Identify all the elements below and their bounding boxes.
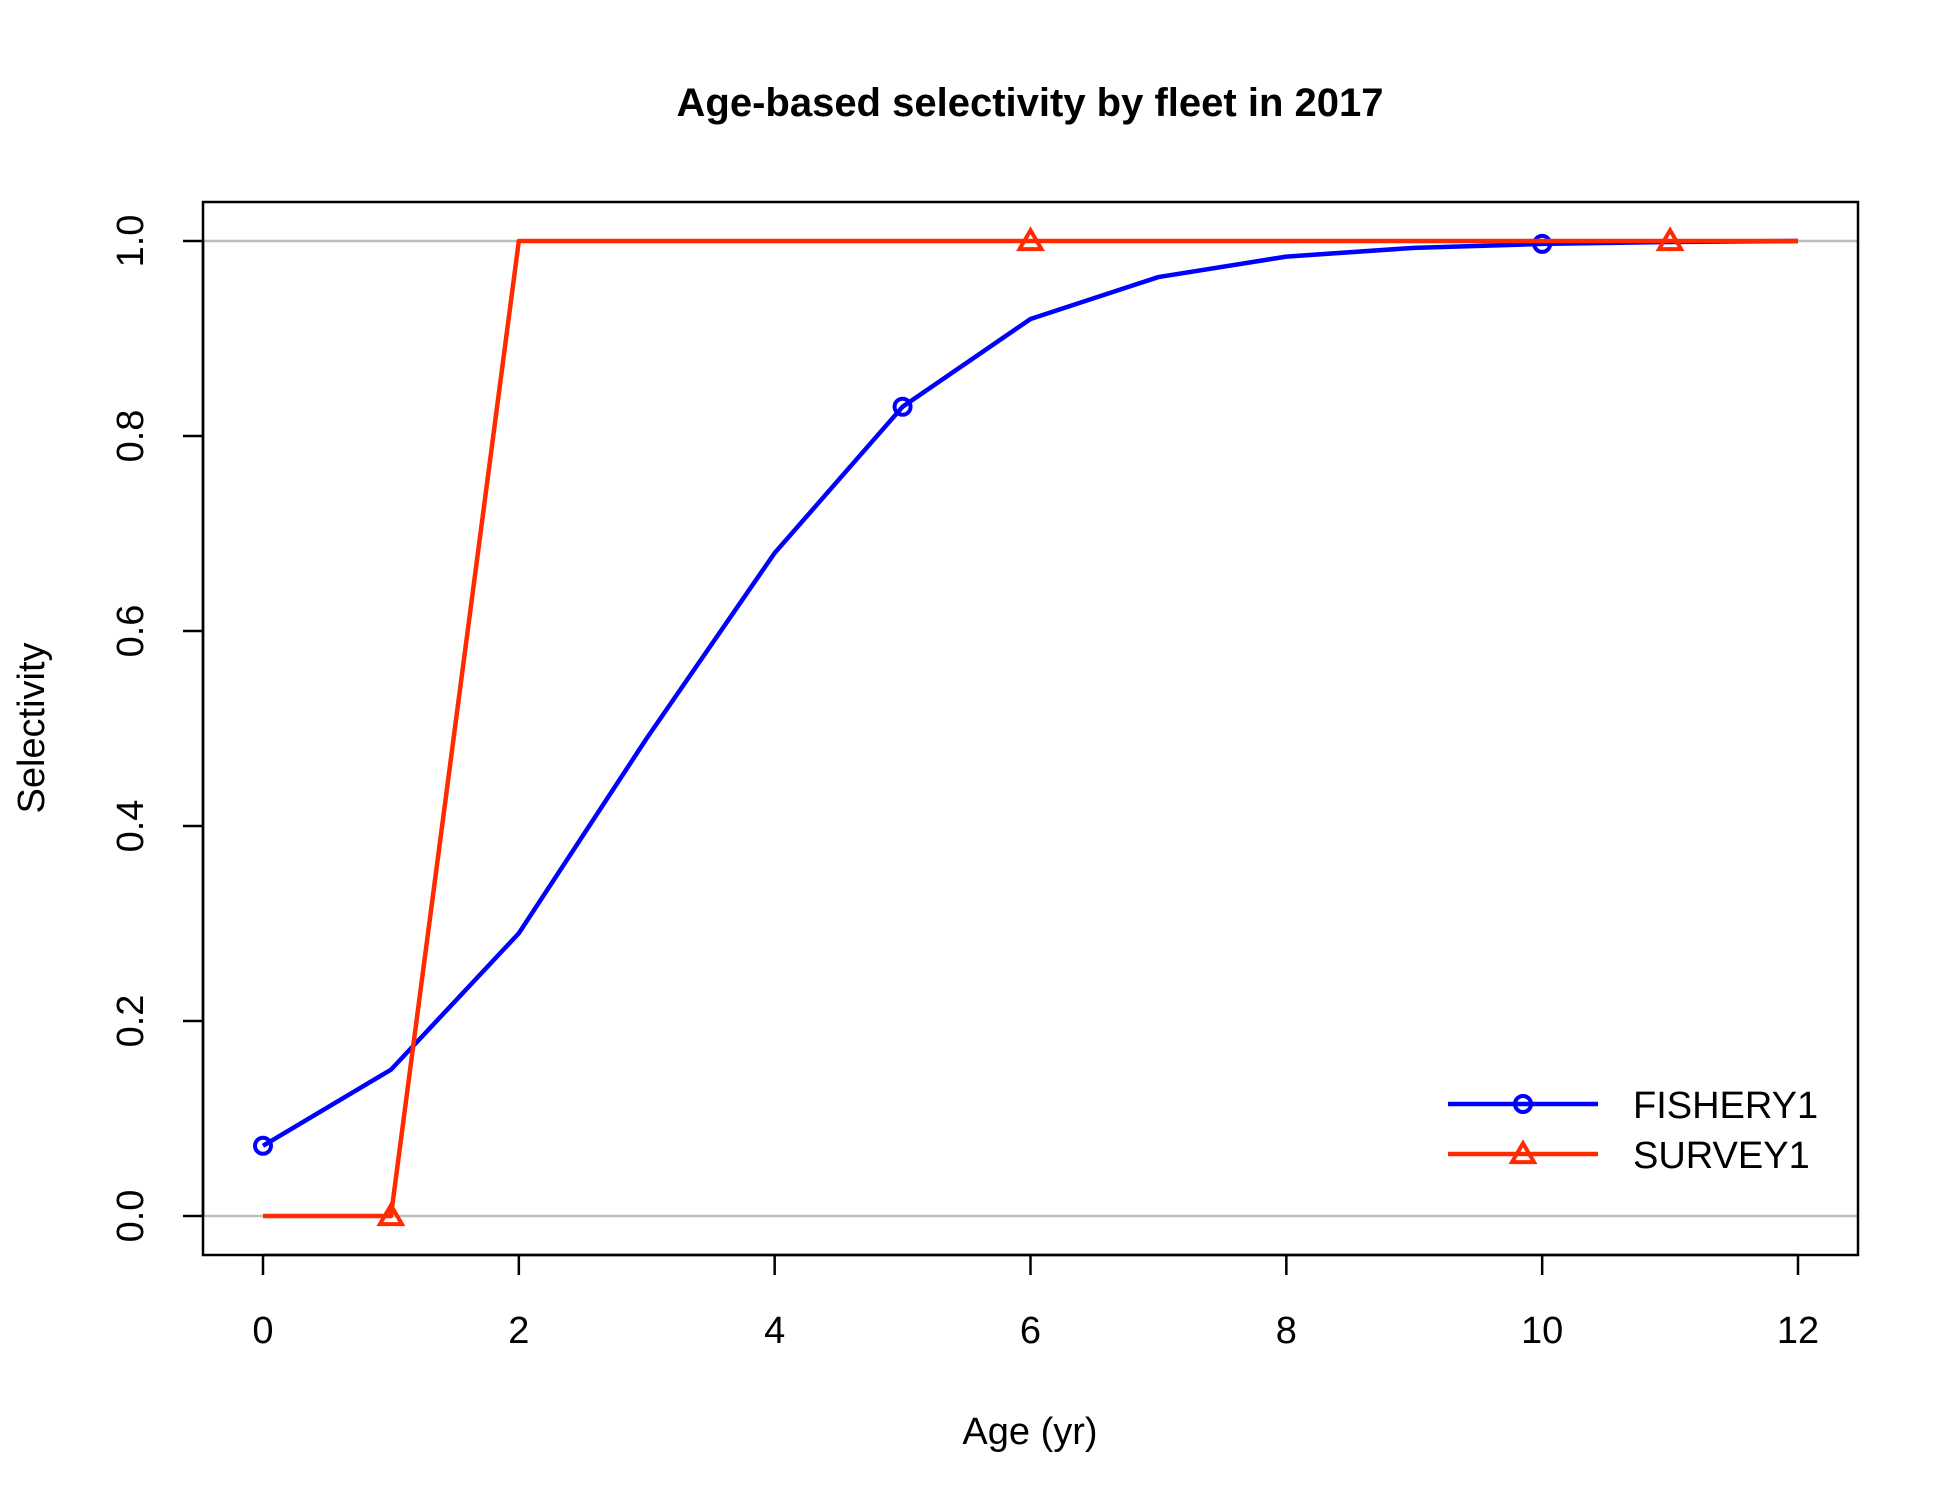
plot-frame xyxy=(201,200,1860,1257)
legend-item-fishery1: FISHERY1 xyxy=(1448,1085,1818,1127)
y-axis-label: Selectivity xyxy=(11,642,53,813)
x-tick-label-3: 6 xyxy=(1020,1310,1041,1352)
chart-title: Age-based selectivity by fleet in 2017 xyxy=(677,81,1384,125)
y-tick-label-0: 0.0 xyxy=(110,1190,152,1243)
legend-marker-fishery1 xyxy=(1513,1094,1533,1114)
y-tick-label-5: 1.0 xyxy=(110,215,152,268)
series-line-survey1 xyxy=(263,238,1798,1219)
x-tick-label-4: 8 xyxy=(1276,1310,1297,1352)
point-survey1-2 xyxy=(1655,226,1685,252)
point-survey1-0 xyxy=(376,1201,406,1227)
series-line-fishery1 xyxy=(261,238,1799,1148)
point-fishery1-1 xyxy=(892,396,913,417)
legend: FISHERY1 SURVEY1 xyxy=(1448,1085,1818,1177)
series-fishery1 xyxy=(253,233,1799,1156)
point-fishery1-0 xyxy=(253,1135,273,1156)
legend-marker-survey1 xyxy=(1508,1139,1538,1165)
legend-label-survey1: SURVEY1 xyxy=(1633,1135,1810,1177)
x-tick-label-1: 2 xyxy=(508,1310,529,1352)
x-axis: 0 2 4 6 8 10 12 xyxy=(252,1253,1819,1352)
x-tick-label-5: 10 xyxy=(1521,1310,1563,1352)
reference-lines xyxy=(203,239,1858,1218)
point-fishery1-2 xyxy=(1532,233,1553,254)
series-survey1 xyxy=(263,226,1798,1227)
y-axis: 0.0 0.2 0.4 0.6 0.8 1.0 xyxy=(110,215,205,1243)
y-tick-label-3: 0.6 xyxy=(110,605,152,658)
y-tick-label-2: 0.4 xyxy=(110,800,152,853)
x-tick-label-6: 12 xyxy=(1777,1310,1819,1352)
legend-item-survey1: SURVEY1 xyxy=(1448,1135,1810,1177)
series-group xyxy=(253,226,1799,1227)
x-tick-label-2: 4 xyxy=(764,1310,785,1352)
point-survey1-1 xyxy=(1016,226,1045,252)
legend-label-fishery1: FISHERY1 xyxy=(1633,1085,1818,1127)
x-tick-label-0: 0 xyxy=(252,1310,273,1352)
x-axis-label: Age (yr) xyxy=(962,1411,1097,1453)
y-tick-label-1: 0.2 xyxy=(110,995,152,1048)
y-tick-label-4: 0.8 xyxy=(110,410,152,463)
